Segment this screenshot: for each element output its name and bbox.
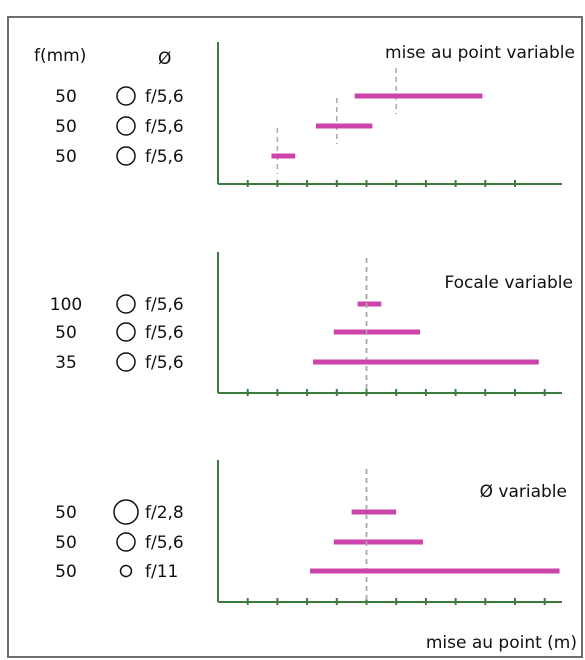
aperture-label: f/5,6 (145, 533, 184, 553)
dof-bar (313, 359, 539, 365)
aperture-circle-icon (119, 564, 133, 578)
focal-length-label: 50 (55, 503, 77, 523)
aperture-circle-icon (116, 146, 136, 166)
focal-length-label: 50 (55, 533, 77, 553)
panel-focus-variable: mise au point variable 50 f/5,6 50 f/5,6 50 f… (55, 42, 575, 187)
focal-length-label: 50 (55, 562, 77, 582)
aperture-column-header: Ø (158, 49, 171, 69)
focal-length-label: 100 (50, 295, 82, 315)
dof-bar (310, 568, 560, 574)
aperture-circle-icon (116, 532, 136, 552)
aperture-circle-icon (116, 116, 136, 136)
panel-aperture-variable: Ø variable 50 f/2,8 50 f/5,6 50 f/11 (55, 460, 567, 605)
diagram-frame (7, 16, 583, 658)
aperture-label: f/5,6 (145, 323, 184, 343)
aperture-label: f/2,8 (145, 503, 184, 523)
dof-bar (354, 93, 483, 99)
dof-bar (333, 329, 420, 335)
aperture-circle-icon (113, 499, 139, 525)
focal-length-label: 50 (55, 117, 77, 137)
x-axis-label: mise au point (m) (426, 633, 577, 653)
panel-title: Ø variable (480, 482, 567, 502)
aperture-label: f/5,6 (145, 87, 184, 107)
dof-bar (271, 153, 296, 159)
aperture-label: f/5,6 (145, 295, 184, 315)
dof-bar (316, 123, 373, 129)
aperture-circle-icon (116, 352, 136, 372)
dof-bar (333, 539, 423, 545)
focal-length-label: 35 (55, 353, 77, 373)
panel-title: mise au point variable (385, 43, 575, 63)
aperture-label: f/5,6 (145, 353, 184, 373)
panel-title: Focale variable (444, 273, 573, 293)
focal-length-label: 50 (55, 87, 77, 107)
panel-focal-variable: Focale variable 100 f/5,6 50 f/5,6 35 f/5,6 (50, 252, 573, 396)
aperture-label: f/5,6 (145, 147, 184, 167)
panel-marks: 50 f/5,6 50 f/5,6 50 f/5,6 (55, 42, 562, 187)
aperture-circle-icon (116, 86, 136, 106)
aperture-circle-icon (116, 322, 136, 342)
aperture-circle-icon (116, 294, 136, 314)
focal-length-label: 50 (55, 323, 77, 343)
panel-marks: 100 f/5,6 50 f/5,6 35 f/5,6 (50, 252, 562, 396)
focal-column-header: f(mm) (34, 46, 86, 66)
focal-length-label: 50 (55, 147, 77, 167)
aperture-label: f/11 (145, 562, 178, 582)
panel-marks: 50 f/2,8 50 f/5,6 50 f/11 (55, 460, 562, 605)
aperture-label: f/5,6 (145, 117, 184, 137)
dof-bar (351, 509, 397, 515)
dof-bar (357, 301, 382, 307)
